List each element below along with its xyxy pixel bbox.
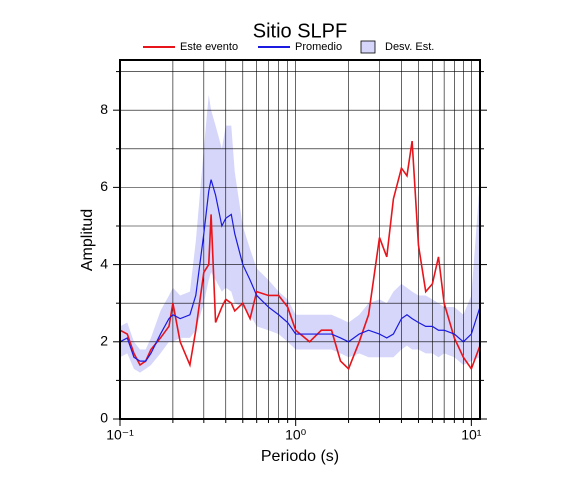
series-line	[119, 140, 481, 371]
plot-frame	[119, 59, 481, 420]
legend-label: Este evento	[180, 41, 238, 53]
chart-title: Sitio SLPF	[253, 20, 347, 42]
y-tick-label: 4	[100, 255, 108, 271]
y-tick-label: 8	[100, 101, 108, 117]
legend-swatch	[360, 40, 376, 54]
legend-label: Desv. Est.	[385, 41, 434, 53]
x-tick-label: 10¹	[461, 427, 482, 443]
legend-label: Promedio	[295, 41, 342, 53]
y-tick-label: 0	[100, 410, 108, 426]
x-axis-label: Periodo (s)	[261, 448, 339, 465]
x-tick-label: 10⁰	[285, 427, 307, 443]
x-tick-label: 10⁻¹	[106, 427, 134, 443]
series-line	[119, 179, 481, 362]
y-tick-label: 6	[100, 178, 108, 194]
std-band	[120, 94, 480, 373]
y-axis-label: Amplitud	[79, 209, 96, 271]
y-tick-label: 2	[100, 332, 108, 348]
